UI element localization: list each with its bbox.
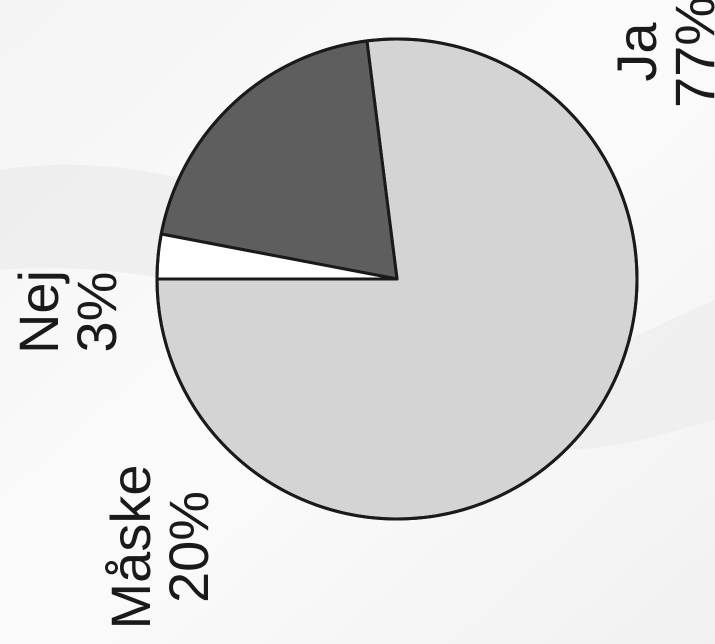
label-ja: Ja 77% <box>605 0 715 112</box>
label-maske-value: 20% <box>157 490 220 604</box>
label-ja-category: Ja <box>605 22 668 82</box>
label-ja-value: 77% <box>663 0 715 109</box>
label-maske: Måske 20% <box>99 462 220 632</box>
label-nej-category: Nej <box>7 269 70 355</box>
label-nej-value: 3% <box>65 271 128 353</box>
label-nej: Nej 3% <box>7 257 128 367</box>
pie-outline <box>155 37 639 521</box>
label-maske-category: Måske <box>99 464 162 630</box>
